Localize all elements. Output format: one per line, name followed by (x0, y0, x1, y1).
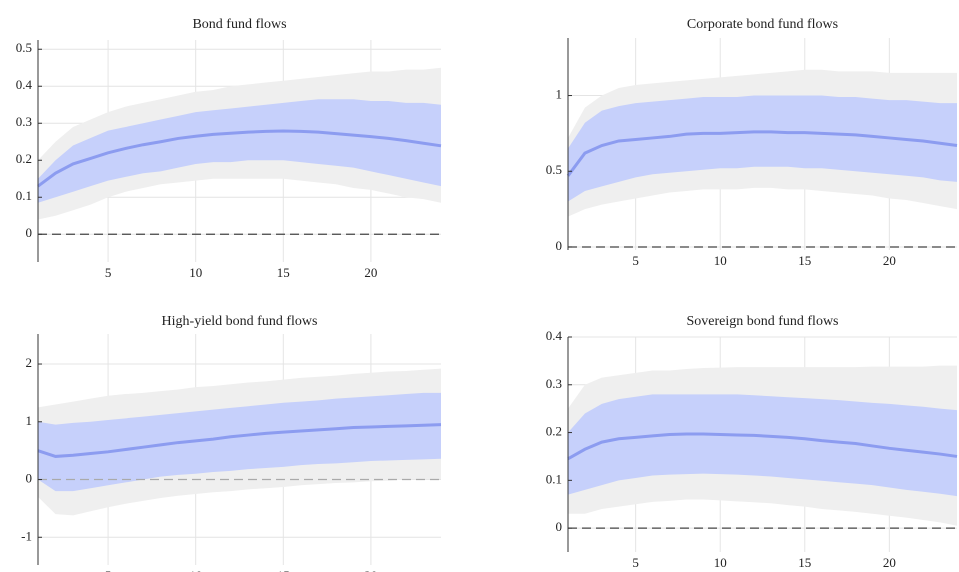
confidence-band (38, 99, 441, 203)
confidence-band (38, 392, 441, 492)
y-tick-label: 0.3 (546, 376, 562, 391)
y-tick-label: 0.1 (546, 471, 562, 486)
chart-title: Bond fund flows (192, 17, 286, 32)
y-tick-label: 0.2 (546, 424, 562, 439)
median-line (37, 129, 442, 188)
x-tick-label: 10 (189, 568, 202, 572)
median-line (37, 423, 442, 458)
x-tick-label: 15 (798, 253, 811, 268)
x-tick-label: 20 (883, 253, 896, 268)
chart-title: High-yield bond fund flows (162, 314, 318, 329)
x-tick-label: 15 (277, 265, 290, 280)
y-tick-label: 0.2 (16, 151, 32, 166)
y-tick-label: 0.5 (16, 40, 32, 55)
confidence-band (568, 394, 957, 497)
x-tick-label: 20 (364, 568, 377, 572)
y-tick-label: 1 (26, 413, 33, 428)
chart-title: Sovereign bond fund flows (686, 314, 838, 329)
x-tick-label: 5 (105, 568, 112, 572)
x-tick-label: 5 (632, 253, 639, 268)
median-line (567, 432, 958, 461)
x-tick-label: 5 (105, 265, 112, 280)
y-tick-label: 0.5 (546, 162, 562, 177)
x-tick-label: 10 (714, 253, 727, 268)
y-tick-label: 0 (26, 471, 33, 486)
y-tick-label: 0.4 (16, 77, 33, 92)
y-tick-label: 0 (556, 519, 563, 534)
y-tick-label: 0.3 (16, 114, 32, 129)
x-tick-label: 20 (883, 555, 896, 570)
x-tick-label: 15 (798, 555, 811, 570)
chart-title: Corporate bond fund flows (687, 17, 838, 32)
x-tick-label: 10 (714, 555, 727, 570)
y-tick-label: 0 (556, 238, 563, 253)
y-tick-label: 2 (26, 355, 33, 370)
median-line (566, 130, 958, 177)
x-tick-label: 10 (189, 265, 202, 280)
y-tick-label: -1 (21, 528, 32, 543)
y-tick-label: 0.1 (16, 188, 32, 203)
y-tick-label: 0 (26, 225, 33, 240)
x-tick-label: 15 (277, 568, 290, 572)
y-tick-label: 1 (556, 87, 563, 102)
confidence-band (568, 95, 957, 202)
x-tick-label: 5 (632, 555, 639, 570)
x-tick-label: 20 (364, 265, 377, 280)
y-tick-label: 0.4 (546, 328, 563, 343)
